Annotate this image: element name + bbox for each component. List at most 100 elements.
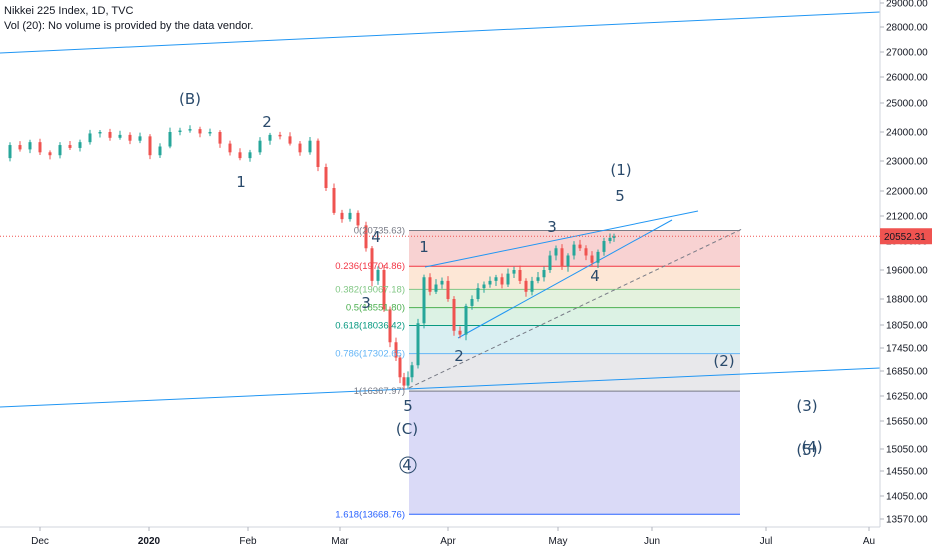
candle-body xyxy=(48,152,52,156)
fib-level-label: 0.5(18551.80) xyxy=(346,303,405,314)
elliott-wave-label: (2) xyxy=(713,352,734,370)
candle-body xyxy=(178,130,182,132)
trendline[interactable] xyxy=(457,219,673,339)
candle-body xyxy=(88,133,92,143)
elliott-wave-label: 5 xyxy=(403,397,413,415)
candle-body xyxy=(148,136,152,156)
trendline[interactable] xyxy=(0,11,881,54)
price-tick-label: 21200.00 xyxy=(886,212,928,223)
candle-body xyxy=(370,248,374,281)
candle-body xyxy=(218,132,222,144)
candle-body xyxy=(394,342,398,358)
trendline[interactable] xyxy=(0,367,881,408)
candle-body xyxy=(198,129,202,134)
price-tick-label: 18050.00 xyxy=(886,321,928,332)
fib-level-label: 0.786(17302.65) xyxy=(335,349,405,360)
time-tick-label: Apr xyxy=(440,536,456,547)
candle-body xyxy=(316,140,320,167)
trendline[interactable] xyxy=(408,228,743,389)
fib-band xyxy=(409,289,740,308)
candle-body xyxy=(464,305,468,335)
candle-body xyxy=(8,145,12,159)
fib-band xyxy=(409,391,740,515)
time-axis: Dec 2020 Feb Mar Apr May Jun Jul Au xyxy=(31,527,875,547)
candle-body xyxy=(208,132,212,134)
elliott-wave-label: 4 xyxy=(371,228,381,246)
candle-body xyxy=(596,251,600,263)
time-tick-label: May xyxy=(549,536,568,547)
candle-body xyxy=(348,212,352,220)
elliott-wave-label: 4 xyxy=(590,267,600,285)
candle-body xyxy=(128,134,132,141)
candle-body xyxy=(288,136,292,144)
candle-body xyxy=(298,143,302,153)
candle-body xyxy=(258,140,262,153)
price-tick-label: 16250.00 xyxy=(886,392,928,403)
time-tick-label: Au xyxy=(863,536,875,547)
candle-body xyxy=(98,132,102,134)
fib-level-label: 1(16367.97) xyxy=(354,386,405,397)
candle-body xyxy=(28,142,32,150)
candle-body xyxy=(340,212,344,220)
candle-body xyxy=(590,255,594,263)
candle-body xyxy=(268,134,272,141)
candle-body xyxy=(406,377,410,386)
candle-body xyxy=(324,167,328,188)
candle-body xyxy=(228,143,232,153)
elliott-wave-label: 2 xyxy=(262,113,272,131)
elliott-wave-label: 5 xyxy=(615,187,625,205)
candle-body xyxy=(168,132,172,147)
candle-body xyxy=(488,280,492,285)
price-tick-label: 25000.00 xyxy=(886,99,928,110)
fib-band xyxy=(409,266,740,290)
candle-body xyxy=(332,188,336,213)
candle-body xyxy=(584,248,588,256)
candle-body xyxy=(398,357,402,378)
candle-body xyxy=(434,284,438,292)
elliott-wave-label: (B) xyxy=(179,90,201,108)
time-tick-label: Feb xyxy=(239,536,257,547)
candle-body xyxy=(58,145,62,156)
price-tick-label: 26000.00 xyxy=(886,73,928,84)
candle-body xyxy=(422,277,426,324)
fib-band xyxy=(409,353,740,392)
price-tick-label: 28000.00 xyxy=(886,23,928,34)
candle-body xyxy=(524,280,528,292)
candle-body xyxy=(458,330,462,335)
candle-body xyxy=(494,277,498,281)
candle-body xyxy=(566,255,570,267)
elliott-wave-label: 4 xyxy=(402,456,412,474)
price-tick-label: 14050.00 xyxy=(886,492,928,503)
price-tick-label: 27000.00 xyxy=(886,48,928,59)
candle-body xyxy=(536,277,540,281)
candle-body xyxy=(428,277,432,292)
fib-band xyxy=(409,307,740,326)
candle-body xyxy=(364,225,368,249)
fib-band xyxy=(409,325,740,354)
price-tick-label: 13570.00 xyxy=(886,515,928,526)
trendline[interactable] xyxy=(424,210,699,268)
fib-labels: 0(20735.63) 0.236(19704.86) 0.382(19067.18… xyxy=(335,226,405,521)
price-tick-label: 16850.00 xyxy=(886,367,928,378)
elliott-wave-label: 2 xyxy=(454,347,464,365)
candle-body xyxy=(410,365,414,378)
candle-body xyxy=(278,134,282,137)
last-price-label: 20552.31 xyxy=(884,232,926,243)
candle-body xyxy=(78,142,82,148)
elliott-wave-label: 1 xyxy=(419,238,429,256)
candle-body xyxy=(118,134,122,138)
candle-body xyxy=(554,248,558,256)
candle-body xyxy=(512,270,516,274)
price-tick-label: 17450.00 xyxy=(886,344,928,355)
price-tick-label: 23000.00 xyxy=(886,157,928,168)
price-tick-label: 29000.00 xyxy=(886,0,928,10)
candle-body xyxy=(602,241,606,252)
candle-body xyxy=(402,377,406,386)
candle-body xyxy=(452,299,456,331)
last-price-badge xyxy=(880,228,932,245)
time-tick-label: 2020 xyxy=(138,536,161,547)
fib-level-label: 0.618(18036.42) xyxy=(335,321,405,332)
price-tick-label: 18800.00 xyxy=(886,295,928,306)
wave-circle-marker xyxy=(399,456,417,474)
